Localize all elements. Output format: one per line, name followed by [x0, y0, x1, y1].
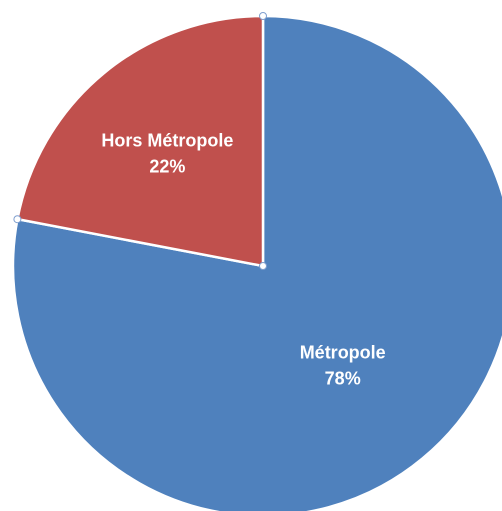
slice-label-value: 78% [325, 368, 361, 388]
slice-label-value: 22% [149, 156, 185, 176]
slice-label-name: Métropole [300, 342, 386, 362]
labels-layer: Métropole 78% Hors Métropole 22% [101, 130, 385, 388]
rim-handle [13, 215, 22, 224]
center-handle [259, 262, 267, 270]
slice-label-name: Hors Métropole [101, 130, 233, 150]
selection-handles [13, 12, 267, 270]
pie-slice-hors-métropole [15, 14, 265, 268]
rim-handle [259, 12, 267, 20]
pie-slice-métropole [11, 14, 502, 511]
slices-layer [11, 14, 502, 511]
